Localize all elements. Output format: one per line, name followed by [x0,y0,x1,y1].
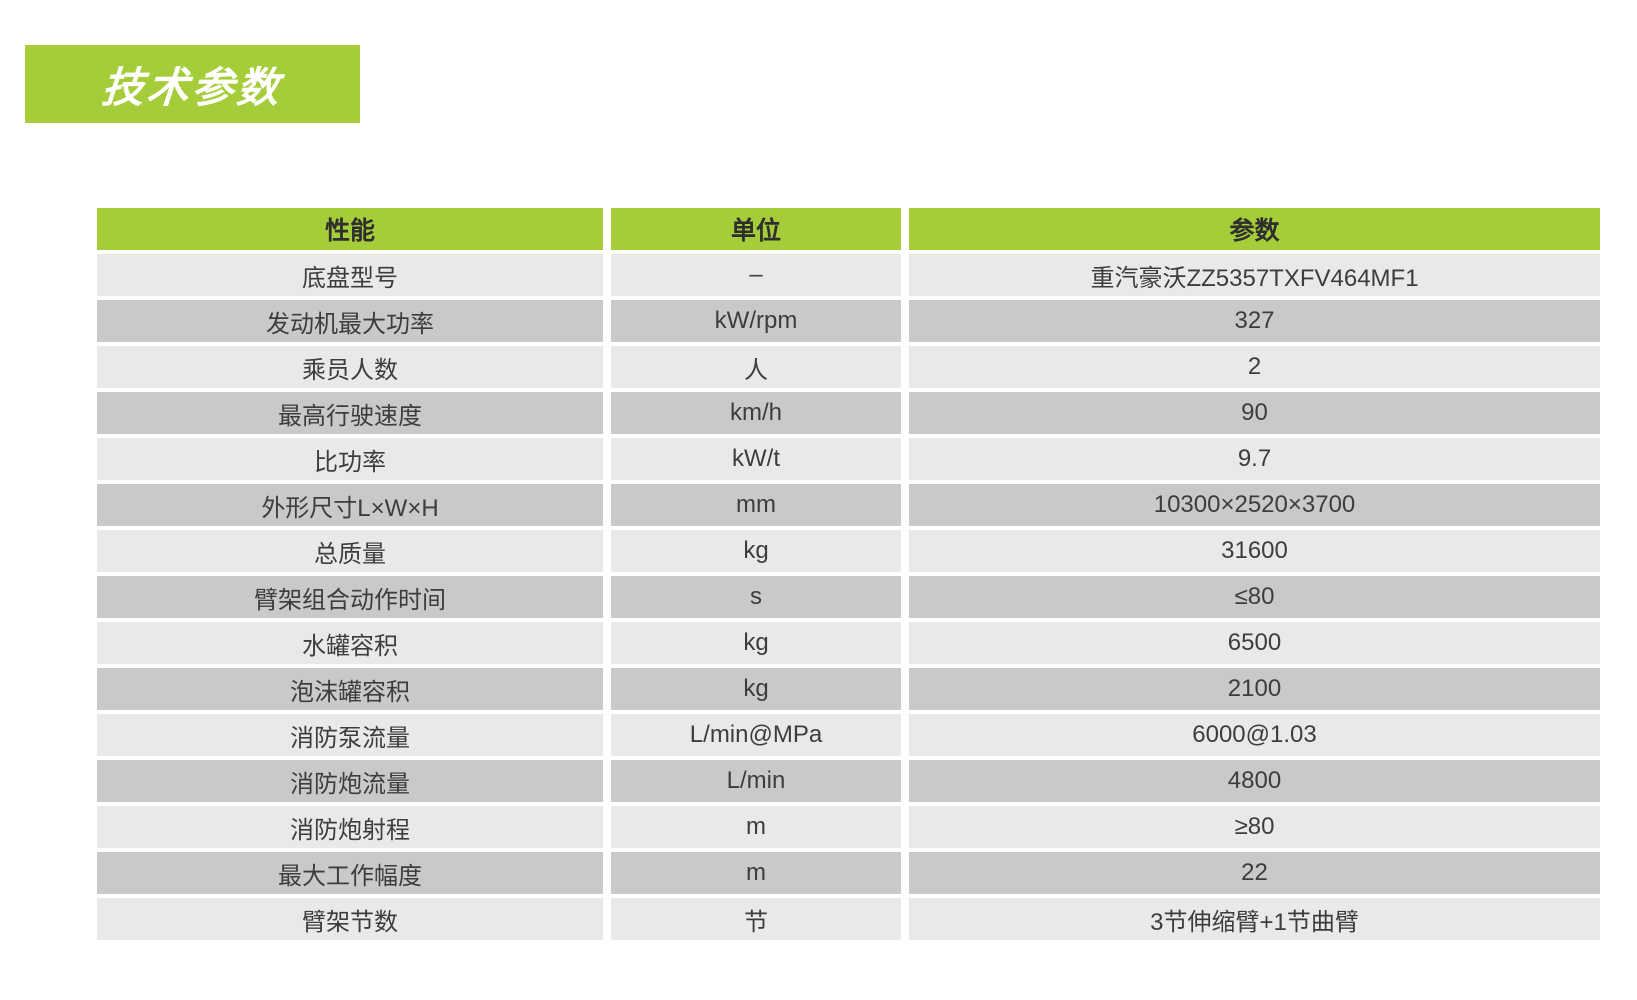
column-header-parameter: 参数 [909,208,1600,250]
spec-value-cell: 重汽豪沃ZZ5357TXFV464MF1 [909,254,1600,296]
spec-name-cell: 消防泵流量 [97,714,603,756]
spec-unit-cell: mm [611,484,901,526]
spec-unit-cell: L/min@MPa [611,714,901,756]
spec-name-cell: 外形尺寸L×W×H [97,484,603,526]
spec-value-cell: 6500 [909,622,1600,664]
column-header-performance: 性能 [97,208,603,250]
column-header-unit: 单位 [611,208,901,250]
spec-value-cell: 10300×2520×3700 [909,484,1600,526]
spec-value-cell: 2100 [909,668,1600,710]
spec-value-cell: 2 [909,346,1600,388]
spec-name-cell: 总质量 [97,530,603,572]
spec-name-cell: 消防炮流量 [97,760,603,802]
spec-value-cell: ≥80 [909,806,1600,848]
spec-unit-cell: km/h [611,392,901,434]
spec-unit-cell: kW/rpm [611,300,901,342]
spec-unit-cell: kg [611,668,901,710]
spec-value-cell: 31600 [909,530,1600,572]
spec-unit-cell: kW/t [611,438,901,480]
spec-name-cell: 消防炮射程 [97,806,603,848]
spec-unit-cell: kg [611,622,901,664]
spec-name-cell: 臂架组合动作时间 [97,576,603,618]
spec-value-cell: 90 [909,392,1600,434]
spec-unit-cell: – [611,254,901,296]
spec-unit-cell: L/min [611,760,901,802]
spec-name-cell: 最高行驶速度 [97,392,603,434]
spec-value-cell: 3节伸缩臂+1节曲臂 [909,898,1600,940]
spec-name-cell: 底盘型号 [97,254,603,296]
page-title: 技术参数 [100,63,284,111]
spec-value-cell: 4800 [909,760,1600,802]
spec-name-cell: 发动机最大功率 [97,300,603,342]
spec-unit-cell: kg [611,530,901,572]
spec-table: 性能 单位 参数 底盘型号 – 重汽豪沃ZZ5357TXFV464MF1 发动机最大功… [97,208,1600,940]
spec-value-cell: 6000@1.03 [909,714,1600,756]
spec-value-cell: 327 [909,300,1600,342]
spec-name-cell: 泡沫罐容积 [97,668,603,710]
spec-unit-cell: 人 [611,346,901,388]
title-banner: 技术参数 [25,45,360,123]
spec-unit-cell: m [611,852,901,894]
spec-value-cell: ≤80 [909,576,1600,618]
spec-unit-cell: s [611,576,901,618]
spec-unit-cell: m [611,806,901,848]
spec-value-cell: 22 [909,852,1600,894]
spec-unit-cell: 节 [611,898,901,940]
spec-value-cell: 9.7 [909,438,1600,480]
spec-name-cell: 比功率 [97,438,603,480]
spec-name-cell: 水罐容积 [97,622,603,664]
spec-name-cell: 乘员人数 [97,346,603,388]
spec-name-cell: 最大工作幅度 [97,852,603,894]
spec-name-cell: 臂架节数 [97,898,603,940]
